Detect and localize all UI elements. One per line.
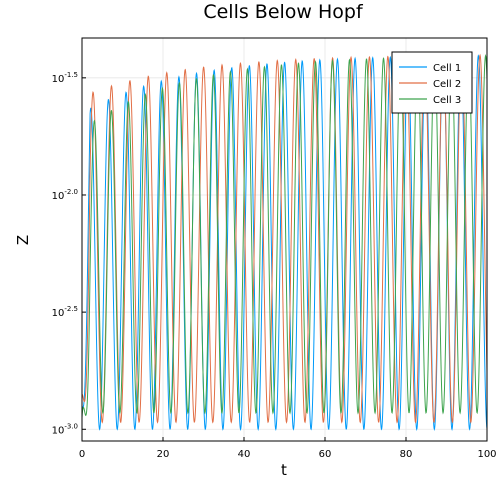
legend-label-cell-2: Cell 2 xyxy=(433,79,461,90)
y-tick-label-1: 10-2.5 xyxy=(52,305,78,319)
series-line-cell-1 xyxy=(81,54,488,432)
y-tick-label-0: 10-3.0 xyxy=(52,422,78,436)
plot-frame xyxy=(81,37,488,442)
chart-title: Cells Below Hopf xyxy=(203,1,364,23)
x-axis-label: t xyxy=(281,461,287,479)
y-tick-label-2: 10-2.0 xyxy=(52,188,78,202)
y-axis-label: Z xyxy=(14,235,32,245)
legend: Cell 1 Cell 2 Cell 3 xyxy=(391,51,473,114)
x-tick-label-1: 20 xyxy=(157,449,170,460)
x-tick-label-0: 0 xyxy=(79,449,85,460)
x-tick-labels: 0 20 40 60 80 100 xyxy=(79,437,497,460)
x-tick-label-5: 100 xyxy=(477,449,496,460)
y-tick-label-3: 10-1.5 xyxy=(52,71,78,85)
legend-label-cell-3: Cell 3 xyxy=(433,95,461,106)
y-tick-labels: 10-3.0 10-2.5 10-2.0 10-1.5 xyxy=(52,71,86,436)
x-tick-label-2: 40 xyxy=(238,449,251,460)
legend-label-cell-1: Cell 1 xyxy=(433,63,461,74)
x-tick-label-3: 60 xyxy=(319,449,332,460)
x-tick-label-4: 80 xyxy=(400,449,413,460)
series-line-cell-2 xyxy=(81,53,488,424)
